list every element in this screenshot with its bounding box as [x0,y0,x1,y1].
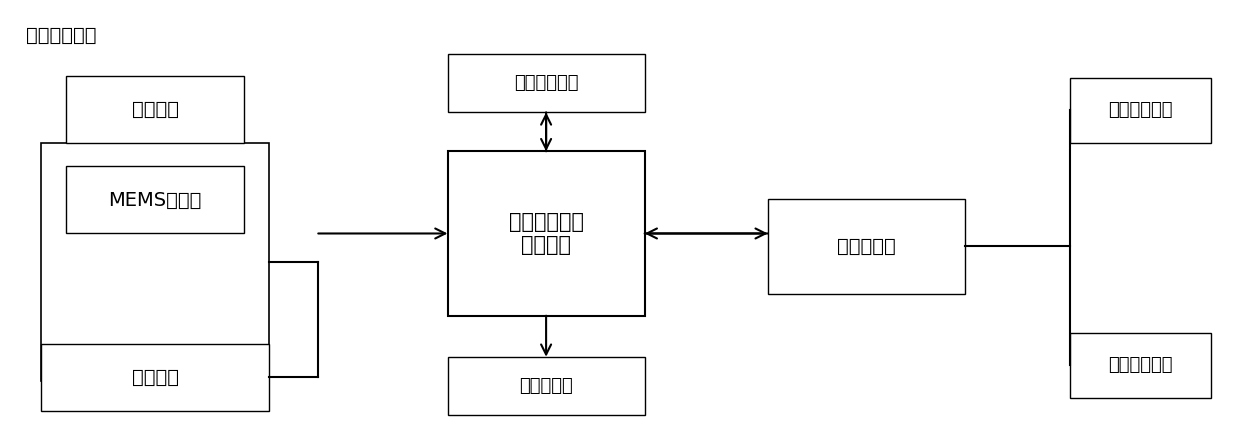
Bar [66,166,244,233]
Bar [448,357,645,415]
Bar [1070,333,1211,398]
Text: 车体控制器: 车体控制器 [837,237,895,256]
Text: 无线通信模块: 无线通信模块 [513,74,578,92]
Text: 高性能工控机
处理模块: 高性能工控机 处理模块 [508,212,584,255]
Bar [448,54,645,112]
Bar [768,199,965,294]
Text: 激光雷达: 激光雷达 [131,368,179,387]
Bar [448,151,645,316]
Text: MEMS传感器: MEMS传感器 [108,191,202,209]
Bar [41,344,269,411]
Text: 行走伺服系统: 行走伺服系统 [1109,101,1173,119]
Text: 转弯伺服系统: 转弯伺服系统 [1109,356,1173,374]
Text: 工业三色灯: 工业三色灯 [520,377,573,395]
Bar [41,142,269,381]
Text: 双目相机: 双目相机 [131,100,179,119]
Bar [66,75,244,142]
Bar [1070,78,1211,142]
Text: 双目视觉组件: 双目视觉组件 [26,26,97,45]
